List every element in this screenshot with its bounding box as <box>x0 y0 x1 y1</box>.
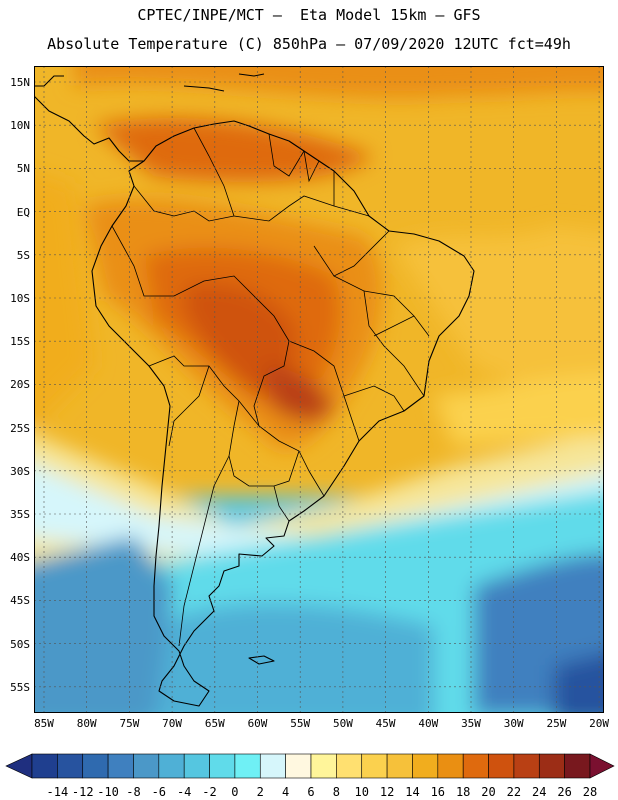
colorbar-swatch <box>437 753 464 779</box>
colorbar-swatch <box>158 753 185 779</box>
lat-tick-label: 10S <box>10 292 30 305</box>
lat-tick-label: 5S <box>16 248 30 262</box>
colorbar-tick-label: 12 <box>379 785 395 799</box>
colorbar-swatch <box>488 753 515 779</box>
colorbar-swatch <box>259 753 286 779</box>
lon-tick-label: 35W <box>461 717 481 730</box>
lon-tick-label: 40W <box>418 717 439 730</box>
lat-tick-label: 35S <box>10 508 30 521</box>
lon-tick-label: 60W <box>247 717 268 730</box>
colorbar-swatch <box>462 753 489 779</box>
colorbar-swatch <box>386 753 413 779</box>
caribbean-island-2 <box>238 73 265 77</box>
temperature-map <box>34 66 604 713</box>
lat-tick-label: 45S <box>10 594 30 608</box>
colorbar-swatch <box>183 753 210 779</box>
lon-tick-label: 25W <box>546 717 567 730</box>
colorbar-tick-label: -8 <box>126 785 141 799</box>
lat-tick-label: 50S <box>10 637 30 651</box>
colorbar-tick-label: 26 <box>557 785 572 799</box>
colorbar-tick-label: 4 <box>282 785 290 799</box>
colorbar-swatch <box>336 753 363 779</box>
lat-tick-label: 10N <box>10 119 30 133</box>
colorbar-tick-label: 14 <box>405 785 420 799</box>
colorbar-tick-label: 20 <box>481 785 496 799</box>
lat-tick-label: 25S <box>10 421 30 435</box>
lat-tick-label: 55S <box>10 680 30 694</box>
lon-tick-label: 20W <box>589 717 610 730</box>
lon-tick-label: 45W <box>375 717 396 730</box>
lat-tick-label: 15S <box>10 335 30 349</box>
colorbar-tick-label: 6 <box>307 785 315 799</box>
colorbar-tick-label: -2 <box>202 785 217 799</box>
colorbar-swatch <box>133 753 160 779</box>
colorbar-tick-label: 0 <box>231 785 239 799</box>
colorbar-swatch <box>513 753 540 779</box>
temperature-field <box>34 66 604 713</box>
colorbar-swatch <box>234 753 261 779</box>
colorbar-swatch <box>412 753 439 779</box>
south-america-outline <box>91 120 475 707</box>
colorbar-tick-label: 16 <box>430 785 446 799</box>
colorbar-tick-label: 2 <box>256 785 264 799</box>
map-border <box>34 66 604 713</box>
lat-tick-label: EQ <box>16 205 30 219</box>
colorbar-tick-label: -14 <box>46 785 69 799</box>
colorbar-tick-label: 18 <box>455 785 471 799</box>
country-borders <box>111 127 430 647</box>
colorbar-tick-label: 24 <box>532 785 547 799</box>
lat-tick-label: 20S <box>10 378 30 392</box>
lat-tick-label: 5N <box>16 162 30 176</box>
lat-tick-label: 15N <box>10 76 30 89</box>
colorbar-swatch <box>361 753 388 779</box>
colorbar-tick-label: 8 <box>332 785 340 799</box>
colorbar-swatch <box>285 753 312 779</box>
colorbar-swatch <box>564 753 591 779</box>
central-america-north <box>34 75 64 87</box>
colorbar-swatch <box>538 753 565 779</box>
caribbean-island-1 <box>183 85 225 92</box>
coastlines <box>34 73 475 707</box>
colorbar-tick-label: -12 <box>71 785 94 799</box>
lon-tick-label: 65W <box>204 717 225 730</box>
colorbar-swatch <box>57 753 84 779</box>
central-america-outline <box>34 95 144 162</box>
colorbar-under-arrow <box>5 753 33 779</box>
colorbar-swatch <box>310 753 337 779</box>
map-subtitle: Absolute Temperature (C) 850hPa – 07/09/… <box>47 35 571 53</box>
lat-tick-label: 30S <box>10 464 30 478</box>
lat-tick-label: 40S <box>10 551 30 565</box>
lon-tick-label: 70W <box>162 717 183 730</box>
colorbar-tick-label: -6 <box>151 785 167 799</box>
graticule <box>34 66 604 713</box>
colorbar-tick-label: 10 <box>354 785 369 799</box>
colorbar-swatch <box>31 753 58 779</box>
lon-tick-label: 85W <box>34 717 54 730</box>
lon-tick-label: 80W <box>76 717 97 730</box>
colorbar-swatch <box>82 753 109 779</box>
colorbar-tick-label: 22 <box>506 785 522 799</box>
colorbar-swatch <box>107 753 134 779</box>
colorbar <box>5 753 615 779</box>
colorbar-over-arrow <box>589 753 615 779</box>
colorbar-tick-label: -10 <box>97 785 119 799</box>
lon-tick-label: 50W <box>332 717 353 730</box>
map-title: CPTEC/INPE/MCT – Eta Model 15km – GFS <box>137 6 481 24</box>
lon-tick-label: 75W <box>119 717 140 730</box>
lon-tick-label: 55W <box>290 717 311 730</box>
colorbar-tick-label: 28 <box>582 785 598 799</box>
lon-tick-label: 30W <box>503 717 524 730</box>
colorbar-swatch <box>209 753 236 779</box>
colorbar-tick-label: -4 <box>176 785 192 799</box>
falklands <box>248 655 275 665</box>
